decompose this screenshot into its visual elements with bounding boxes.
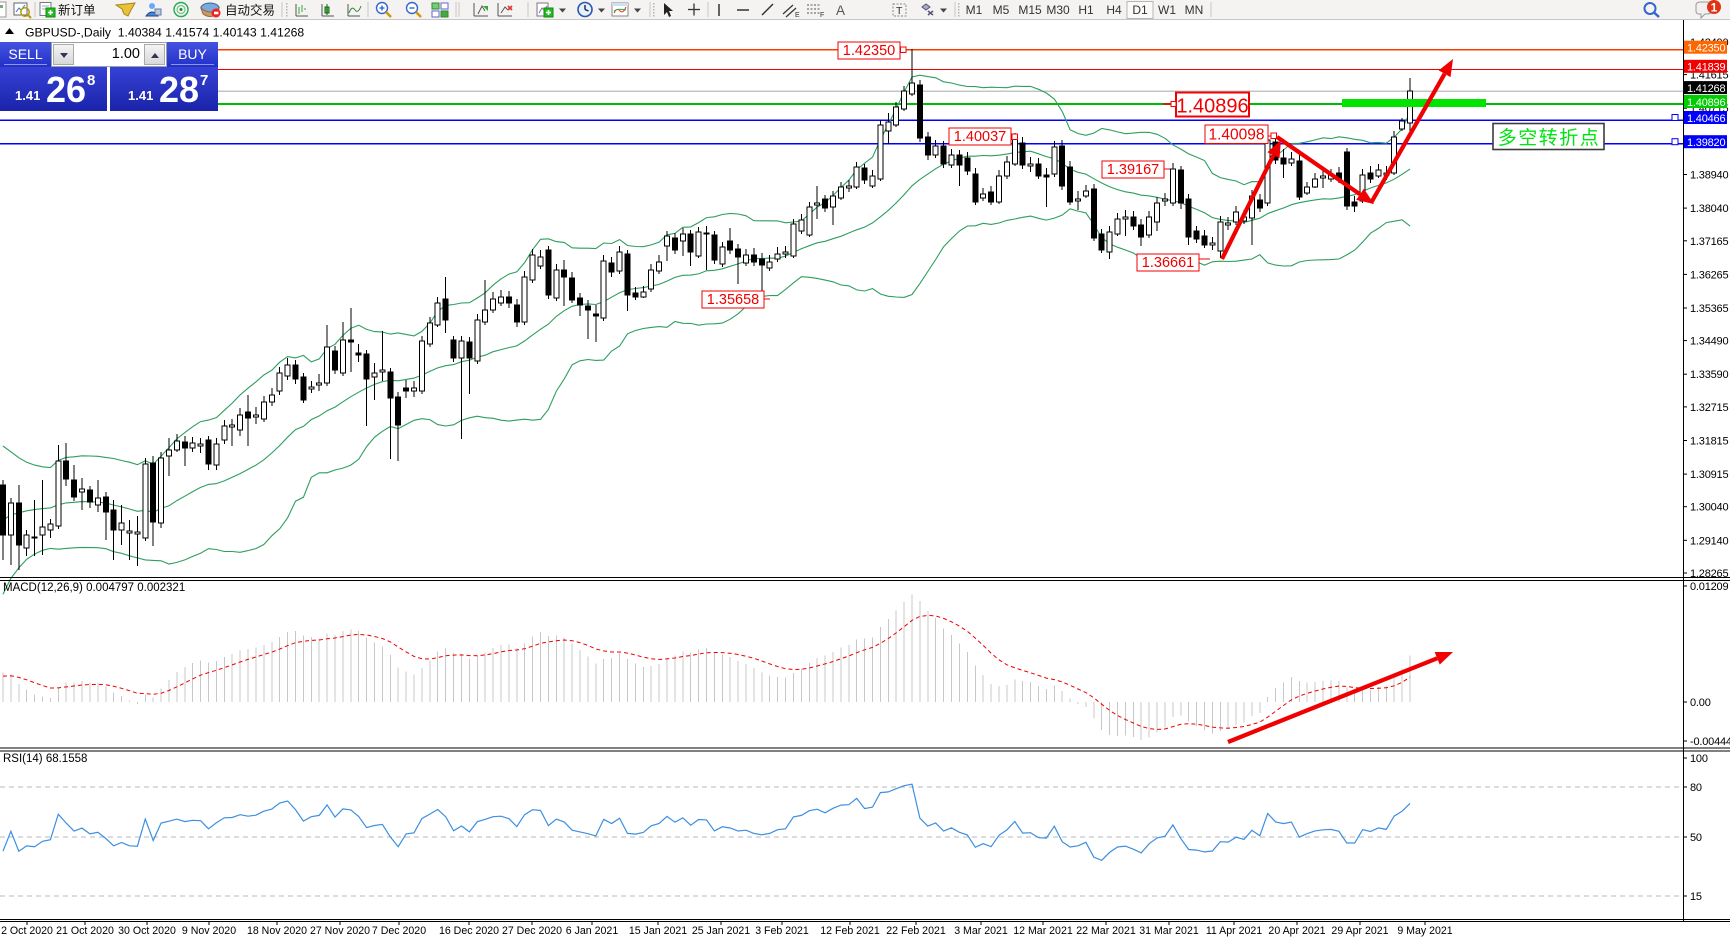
svg-text:18 Nov 2020: 18 Nov 2020 <box>247 925 307 937</box>
svg-text:MACD(12,26,9) 0.004797 0.00232: MACD(12,26,9) 0.004797 0.002321 <box>3 582 185 594</box>
svg-text:25 Jan 2021: 25 Jan 2021 <box>692 925 750 937</box>
svg-text:新订单: 新订单 <box>58 3 96 18</box>
svg-text:-0.004446: -0.004446 <box>1690 736 1730 748</box>
svg-text:30 Oct 2020: 30 Oct 2020 <box>118 925 176 937</box>
svg-text:1.37165: 1.37165 <box>1690 236 1728 248</box>
svg-text:1.32715: 1.32715 <box>1690 402 1728 414</box>
svg-text:27 Dec 2020: 27 Dec 2020 <box>502 925 562 937</box>
svg-text:1.40466: 1.40466 <box>1687 113 1725 125</box>
svg-text:9 Nov 2020: 9 Nov 2020 <box>182 925 236 937</box>
svg-text:7 Dec 2020: 7 Dec 2020 <box>372 925 426 937</box>
svg-text:1.42350: 1.42350 <box>843 43 895 59</box>
svg-text:22 Feb 2021: 22 Feb 2021 <box>886 925 946 937</box>
svg-text:1.28265: 1.28265 <box>1690 568 1728 580</box>
svg-text:0.01209: 0.01209 <box>1690 581 1728 593</box>
svg-text:31 Mar 2021: 31 Mar 2021 <box>1139 925 1199 937</box>
svg-text:M1: M1 <box>966 3 983 17</box>
svg-text:80: 80 <box>1690 782 1702 794</box>
svg-text:100: 100 <box>1690 753 1708 765</box>
svg-text:2 Oct 2020: 2 Oct 2020 <box>1 925 53 937</box>
svg-text:1.40896: 1.40896 <box>1687 97 1725 109</box>
svg-text:1.41268: 1.41268 <box>1687 83 1725 95</box>
svg-text:GBPUSD-,Daily 1.40384 1.41574: GBPUSD-,Daily 1.40384 1.41574 1.40143 1.… <box>25 26 304 40</box>
svg-text:1.30915: 1.30915 <box>1690 469 1728 481</box>
svg-text:F: F <box>820 12 824 19</box>
svg-text:1.36661: 1.36661 <box>1142 255 1194 271</box>
svg-text:H1: H1 <box>1078 3 1094 17</box>
svg-text:1.36265: 1.36265 <box>1690 269 1728 281</box>
svg-text:1.31815: 1.31815 <box>1690 436 1728 448</box>
svg-text:1.35365: 1.35365 <box>1690 303 1728 315</box>
svg-text:M15: M15 <box>1018 3 1042 17</box>
svg-text:E: E <box>795 12 800 19</box>
svg-text:1.40098: 1.40098 <box>1208 127 1264 144</box>
svg-text:自动交易: 自动交易 <box>225 3 275 18</box>
svg-text:1.38040: 1.38040 <box>1690 203 1728 215</box>
svg-text:1.30040: 1.30040 <box>1690 502 1728 514</box>
svg-text:1.29140: 1.29140 <box>1690 535 1728 547</box>
svg-text:1.38940: 1.38940 <box>1690 170 1728 182</box>
svg-text:1: 1 <box>1711 1 1718 15</box>
svg-text:1.40896: 1.40896 <box>1176 96 1248 118</box>
svg-text:9 May 2021: 9 May 2021 <box>1397 925 1452 937</box>
svg-text:1.39820: 1.39820 <box>1687 137 1725 149</box>
svg-text:1.42350: 1.42350 <box>1687 43 1725 55</box>
svg-text:1.40037: 1.40037 <box>954 129 1006 145</box>
svg-text:D1: D1 <box>1132 3 1148 17</box>
svg-text:15: 15 <box>1690 891 1702 903</box>
svg-text:W1: W1 <box>1158 3 1176 17</box>
svg-text:RSI(14) 68.1558: RSI(14) 68.1558 <box>3 753 87 765</box>
svg-text:6 Jan 2021: 6 Jan 2021 <box>566 925 619 937</box>
svg-text:T: T <box>896 5 903 17</box>
svg-text:1.34490: 1.34490 <box>1690 336 1728 348</box>
svg-text:M5: M5 <box>993 3 1010 17</box>
svg-text:12 Mar 2021: 12 Mar 2021 <box>1013 925 1073 937</box>
svg-text:3 Feb 2021: 3 Feb 2021 <box>755 925 809 937</box>
svg-text:21 Oct 2020: 21 Oct 2020 <box>56 925 114 937</box>
svg-text:1.33590: 1.33590 <box>1690 369 1728 381</box>
svg-text:M30: M30 <box>1046 3 1070 17</box>
svg-text:0.00: 0.00 <box>1690 697 1711 709</box>
svg-text:29 Apr 2021: 29 Apr 2021 <box>1331 925 1388 937</box>
svg-text:27 Nov 2020: 27 Nov 2020 <box>310 925 370 937</box>
svg-text:20 Apr 2021: 20 Apr 2021 <box>1268 925 1325 937</box>
svg-text:50: 50 <box>1690 832 1702 844</box>
svg-text:16 Dec 2020: 16 Dec 2020 <box>439 925 499 937</box>
svg-text:15 Jan 2021: 15 Jan 2021 <box>629 925 687 937</box>
svg-text:1.41839: 1.41839 <box>1687 62 1725 74</box>
svg-text:H4: H4 <box>1106 3 1122 17</box>
svg-text:1.39167: 1.39167 <box>1107 162 1159 178</box>
svg-text:22 Mar 2021: 22 Mar 2021 <box>1076 925 1136 937</box>
svg-text:1.35658: 1.35658 <box>707 292 759 308</box>
svg-text:12 Feb 2021: 12 Feb 2021 <box>820 925 880 937</box>
svg-text:A: A <box>836 3 845 18</box>
svg-text:多空转折点: 多空转折点 <box>1498 127 1601 149</box>
svg-text:3 Mar 2021: 3 Mar 2021 <box>954 925 1008 937</box>
svg-text:11 Apr 2021: 11 Apr 2021 <box>1206 925 1262 937</box>
svg-text:MN: MN <box>1185 3 1204 17</box>
